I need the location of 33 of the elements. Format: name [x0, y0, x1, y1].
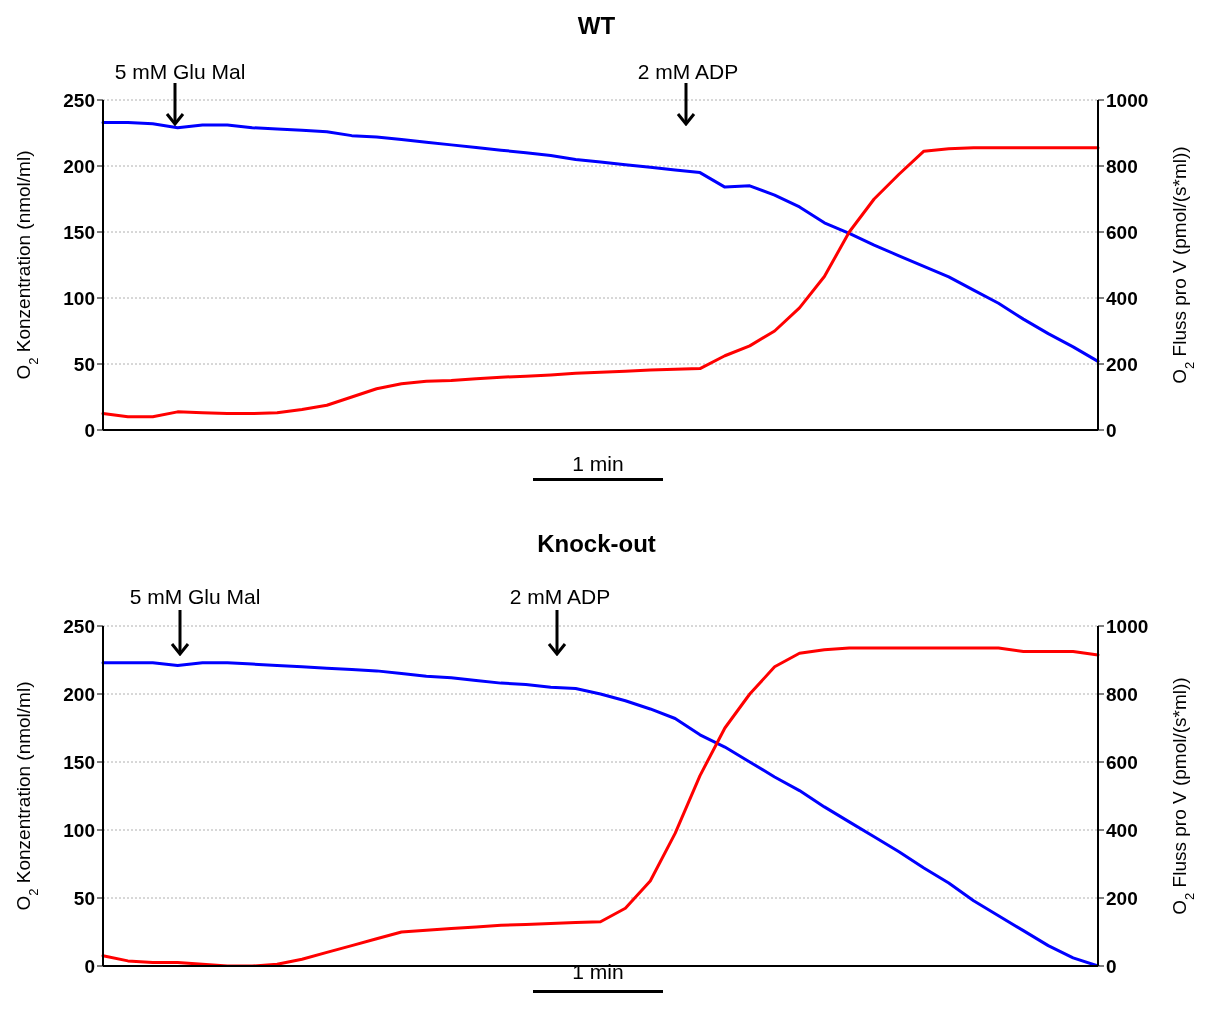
text: 5 mM Glu Mal [128, 585, 262, 609]
y2-tick-label: 600 [1106, 221, 1138, 243]
y2-tick-label: 800 [1106, 155, 1138, 177]
y2-tick-label: 0 [1106, 955, 1117, 977]
y2-tick-label: 1000 [1106, 89, 1149, 111]
y2-tick-label: 400 [1106, 287, 1138, 309]
y-tick-label: 0 [84, 419, 95, 441]
y2-tick-label: 200 [1106, 353, 1138, 375]
y-tick-label: 150 [63, 751, 95, 773]
y-tick-label: 100 [63, 819, 95, 841]
y2-tick-label: 200 [1106, 887, 1138, 909]
y-tick-label: 200 [63, 155, 95, 177]
y-tick-label: 50 [73, 887, 95, 909]
y-tick-label: 100 [63, 287, 95, 309]
y-tick-label: 50 [73, 353, 95, 375]
y2-tick-label: 800 [1106, 683, 1138, 705]
text: 2 mM ADP [636, 60, 740, 84]
chart-title: Knock-out [536, 530, 657, 558]
text: 1 min [571, 452, 625, 476]
line-series [101, 120, 1100, 363]
y-tick-label: 250 [63, 615, 95, 637]
y2-tick-label: 0 [1106, 419, 1117, 441]
y2-tick-label: 400 [1106, 819, 1138, 841]
y-tick-label: 150 [63, 221, 95, 243]
chart-title: WT [576, 12, 617, 40]
y-tick-label: 0 [84, 955, 95, 977]
text: 5 mM Glu Mal [113, 60, 247, 84]
y2-tick-label: 1000 [1106, 615, 1149, 637]
text: 2 mM ADP [508, 585, 612, 609]
y2-tick-label: 600 [1106, 751, 1138, 773]
y-tick-label: 200 [63, 683, 95, 705]
y-tick-label: 250 [63, 89, 95, 111]
line-series [101, 146, 1100, 419]
